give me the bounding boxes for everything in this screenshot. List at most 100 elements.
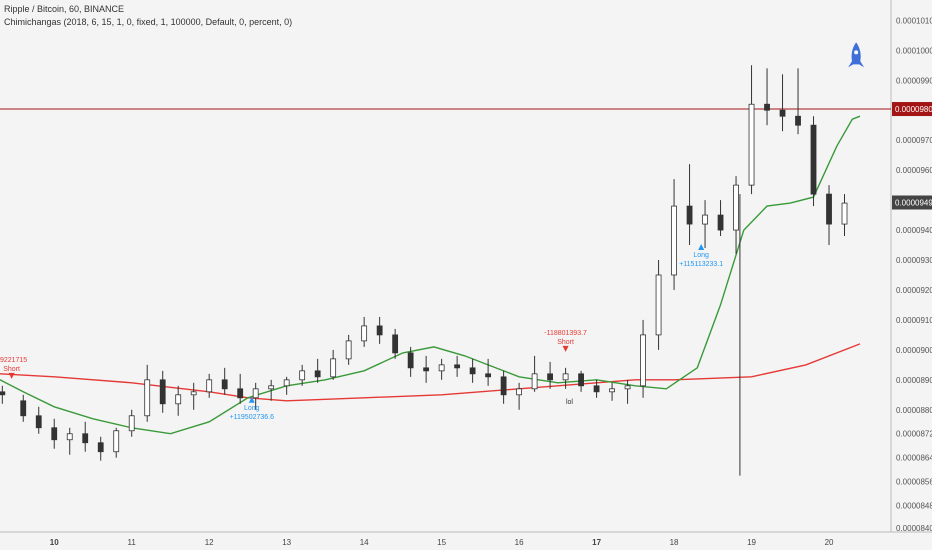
signal-label: Long: [244, 405, 260, 412]
signal-label: Long: [693, 252, 709, 259]
candle-body: [314, 370, 321, 378]
candle-body: [516, 388, 523, 396]
fast-ma-line: [0, 115, 861, 435]
candle-body: [51, 427, 58, 441]
candle-body: [221, 379, 228, 390]
indicator-title: Chimichangas (2018, 6, 15, 1, 0, fixed, …: [4, 17, 293, 27]
candle-body: [795, 115, 801, 126]
signal-label: Short: [3, 366, 20, 373]
signal-label: Short: [557, 339, 574, 346]
candle-body: [686, 205, 693, 225]
candle-body: [66, 433, 73, 441]
candle-body: [469, 367, 476, 375]
x-tick-label: 19: [747, 538, 756, 547]
price-label-box: [892, 195, 932, 210]
candle-body: [268, 385, 275, 390]
x-tick-label: 16: [515, 538, 524, 547]
candle-body: [655, 274, 662, 336]
candle-body: [175, 394, 182, 405]
short-arrow-icon: [8, 372, 15, 379]
candle-body: [702, 214, 708, 225]
x-tick-label: 18: [670, 538, 679, 547]
candle-body: [190, 391, 197, 396]
candle-body: [438, 364, 445, 372]
candle-body: [82, 433, 89, 444]
price-label: 0.00009492: [895, 198, 932, 207]
x-tick-label: 14: [360, 538, 369, 547]
candle-body: [144, 379, 151, 417]
candle-body: [764, 103, 770, 111]
candle-body: [779, 109, 786, 117]
candle-body: [671, 205, 677, 276]
long-arrow-icon: [698, 244, 705, 251]
candle-body: [35, 415, 42, 429]
signal-label: +115113233.1: [679, 261, 723, 268]
candle-body: [748, 103, 755, 186]
x-tick-label: 13: [282, 538, 291, 547]
candle-body: [454, 364, 461, 369]
candle-body: [578, 373, 584, 387]
candle-body: [330, 358, 337, 378]
x-tick-label: 10: [50, 538, 59, 547]
candle-body: [423, 367, 430, 372]
candle-body: [299, 370, 306, 381]
candle-body: [547, 373, 553, 381]
candle-body: [159, 379, 166, 405]
candle-body: [392, 334, 399, 354]
candle-body: [531, 373, 538, 390]
candle-body: [345, 340, 352, 360]
x-tick-label: 11: [128, 538, 137, 547]
slow-ma-line: [0, 343, 861, 402]
x-tick-label: 12: [205, 538, 214, 547]
signal-label: 19221715: [0, 357, 27, 364]
candle-body: [485, 373, 492, 378]
signal-label: -118801393.7: [544, 330, 587, 337]
candle-body: [252, 388, 259, 399]
signal-label: +119502736.6: [230, 414, 275, 421]
candle-body: [733, 184, 739, 231]
candle-body: [97, 442, 104, 453]
candle-body: [810, 124, 817, 195]
y-tick-label: 0.00008405: [896, 524, 932, 533]
candle-body: [562, 373, 569, 381]
candle-body: [237, 388, 244, 399]
candle-body: [20, 400, 27, 417]
x-tick-label: 20: [825, 538, 834, 547]
candle-body: [717, 214, 724, 231]
rocket-window-icon: [854, 50, 859, 55]
candle-body: [407, 352, 414, 369]
candle-body: [206, 379, 213, 393]
x-tick-label: 15: [437, 538, 446, 547]
long-arrow-icon: [248, 396, 255, 403]
candle-body: [624, 385, 631, 390]
symbol-title: Ripple / Bitcoin, 60, BINANCE: [4, 4, 125, 14]
candle-body: [593, 385, 600, 393]
signal-label: lol: [566, 399, 573, 406]
candle-body: [283, 379, 290, 387]
candle-body: [376, 325, 383, 336]
candle-body: [113, 430, 120, 453]
candle-body: [361, 325, 368, 342]
candle-body: [500, 376, 507, 396]
candle-body: [609, 388, 615, 393]
price-label-box: [892, 102, 932, 117]
candle-body: [640, 334, 646, 387]
x-tick-label: 17: [592, 538, 601, 547]
candle-body: [841, 202, 848, 225]
candle-body: [826, 193, 832, 225]
